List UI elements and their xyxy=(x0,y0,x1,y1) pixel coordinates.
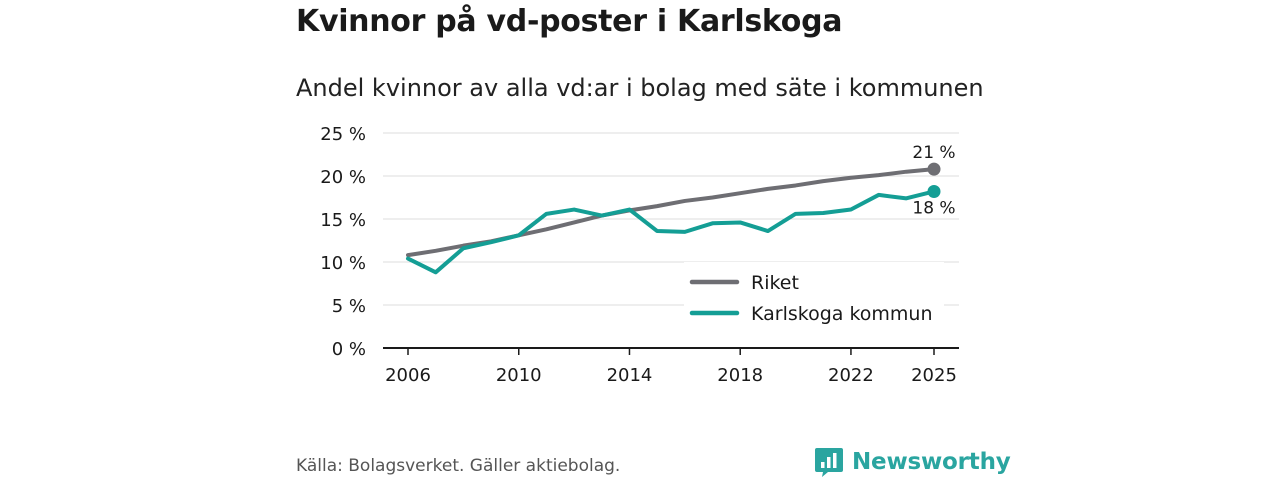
legend-label: Karlskoga kommun xyxy=(751,303,933,325)
x-tick-label: 2018 xyxy=(717,365,763,386)
y-tick-label: 15 % xyxy=(320,210,366,231)
legend-background xyxy=(684,262,944,334)
chart-subtitle: Andel kvinnor av alla vd:ar i bolag med … xyxy=(296,74,984,102)
source-note: Källa: Bolagsverket. Gäller aktiebolag. xyxy=(296,456,621,476)
legend: Riket Karlskoga kommun xyxy=(684,262,944,334)
axes: 0 % 5 % 10 % 15 % 20 % 25 % 2006 2010 2014 2018 20… xyxy=(320,124,959,386)
x-tick-label: 2014 xyxy=(607,365,653,386)
x-tick-label: 2022 xyxy=(828,365,874,386)
y-tick-label: 10 % xyxy=(320,253,366,274)
data-series: 21 % 18 % xyxy=(406,143,956,275)
y-tick-label: 0 % xyxy=(332,339,366,360)
series-end-label: 18 % xyxy=(912,198,955,218)
y-tick-label: 20 % xyxy=(320,167,366,188)
y-tick-label: 5 % xyxy=(332,296,366,317)
x-tick-label: 2010 xyxy=(496,365,542,386)
line-chart: 0 % 5 % 10 % 15 % 20 % 25 % 2006 2010 2014 2018 20… xyxy=(320,124,959,386)
series-end-point xyxy=(927,162,941,176)
legend-label: Riket xyxy=(751,272,799,294)
newsworthy-logo-icon xyxy=(815,448,843,477)
series-end-label: 21 % xyxy=(912,143,955,163)
x-tick-label: 2006 xyxy=(385,365,431,386)
brand-name: Newsworthy xyxy=(852,449,1011,475)
x-tick-label: 2025 xyxy=(911,365,957,386)
chart-title: Kvinnor på vd-poster i Karlskoga xyxy=(296,4,843,39)
y-tick-label: 25 % xyxy=(320,124,366,145)
series-line-karlskoga xyxy=(406,189,936,275)
series-end-point xyxy=(927,184,941,198)
brand-logo: Newsworthy xyxy=(814,446,1011,478)
